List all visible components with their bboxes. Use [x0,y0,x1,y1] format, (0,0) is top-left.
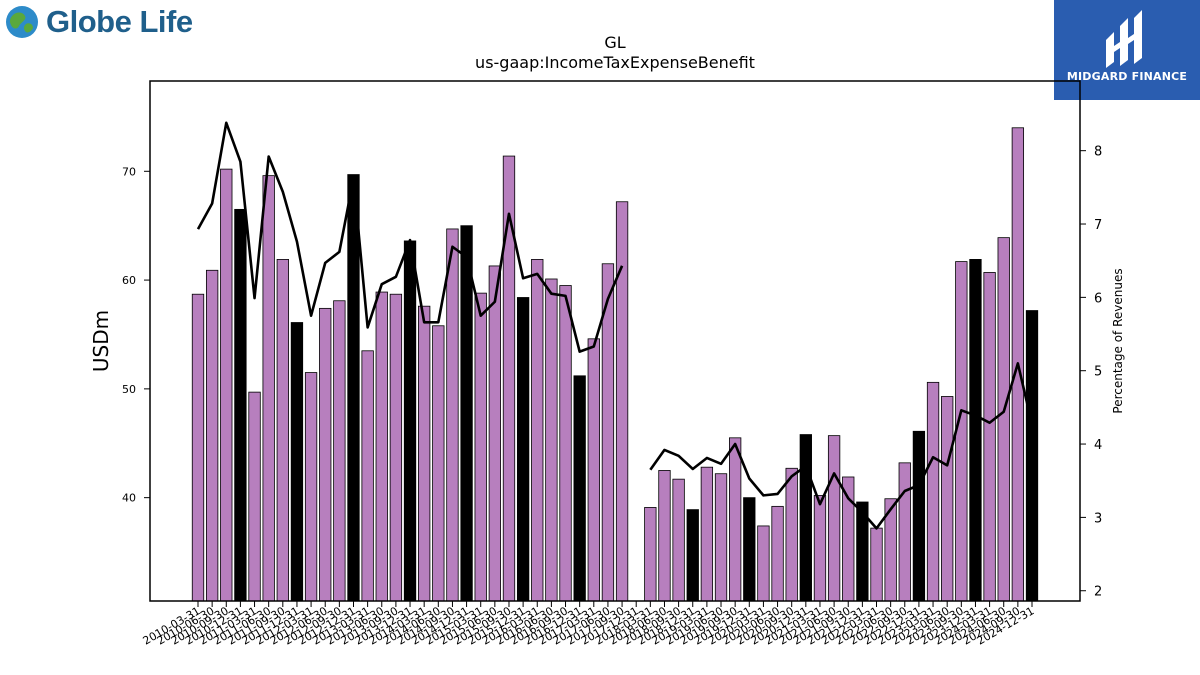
bar-2014-12-31 [460,225,473,602]
bar-2015-06-30 [488,265,502,602]
bar-2015-09-30 [502,155,516,602]
bar-2011-03-31 [248,391,261,602]
bar-2023-12-31 [969,259,982,602]
bar-2023-09-30 [955,261,968,602]
bar-2018-12-31 [686,509,699,602]
bar-2021-09-30 [842,476,855,602]
y2-tick-label: 5 [1094,365,1102,380]
y-axis-right: 2 3 4 5 6 7 8 [1080,145,1102,600]
midgard-finance-logo: MIDGARD FINANCE [1054,0,1200,100]
bar-2019-06-30 [714,473,728,602]
y2-tick-label: 3 [1094,511,1102,526]
bar-2020-06-30 [771,505,784,602]
bar-2011-06-30 [262,175,275,602]
bar-2021-03-31 [813,495,827,602]
bar-2014-09-30 [446,228,459,602]
bar-2012-06-30 [319,307,332,602]
midgard-emblem-icon [1106,10,1142,68]
bar-2015-12-31 [516,297,530,602]
y2-tick-label: 7 [1094,218,1102,233]
bar-2012-12-31 [347,174,360,602]
y-tick-label: 60 [122,274,136,287]
y2-tick-label: 8 [1094,145,1102,160]
bar-2022-09-30 [898,462,911,602]
line-series [196,121,1034,530]
bar-2020-12-31 [799,434,812,602]
bar-2016-12-31 [573,375,586,602]
bar-2018-06-30 [658,470,671,602]
ratio-line-segment-2 [649,362,1034,530]
bar-2023-03-31 [926,381,940,602]
globe-life-logo: Globe Life [4,4,193,40]
bar-series [191,127,1039,602]
bar-2010-03-31 [191,293,205,602]
bar-2022-03-31 [870,527,883,602]
y2-tick-label: 2 [1094,585,1102,600]
bar-2010-09-30 [220,168,233,602]
bar-2014-06-30 [432,325,445,602]
bar-2017-03-31 [587,338,600,602]
y2-tick-label: 4 [1094,438,1102,453]
bar-2020-03-31 [757,525,770,602]
bar-2019-03-31 [700,466,714,602]
y2-tick-label: 6 [1094,291,1102,306]
y-axis-left: 40 50 60 70 [122,165,150,505]
bar-2017-09-30 [615,201,629,602]
bar-2013-06-30 [375,291,388,602]
bar-2023-06-30 [941,396,954,602]
bar-2024-12-31 [1025,310,1039,602]
bar-2014-03-31 [418,305,431,602]
y-tick-label: 70 [122,165,136,178]
right-logo-text: MIDGARD FINANCE [1066,70,1188,83]
bar-2013-09-30 [389,293,403,602]
bar-2016-03-31 [531,259,544,602]
bar-2013-12-31 [403,240,417,602]
bar-2018-09-30 [672,478,685,602]
bar-2020-09-30 [785,467,798,602]
bar-2019-12-31 [743,497,756,602]
bar-2022-12-31 [912,430,926,602]
bar-2024-03-31 [983,272,996,602]
bar-2013-03-31 [361,350,374,602]
bar-2011-09-30 [276,259,289,602]
bar-2024-06-30 [997,237,1010,602]
y-axis-label: USDm [89,310,113,372]
chart-subtitle: us-gaap:IncomeTaxExpenseBenefit [475,53,755,72]
bar-2010-06-30 [205,269,219,602]
bar-2012-09-30 [333,300,346,602]
bar-2011-12-31 [290,322,304,602]
bar-2010-12-31 [234,208,247,602]
x-axis: 2010-03-312010-06-302010-09-302010-12-31… [141,601,1037,648]
bar-2021-06-30 [827,435,841,602]
left-logo-text: Globe Life [46,4,193,39]
y2-axis-label: Percentage of Revenues [1111,268,1125,413]
y-tick-label: 40 [122,492,136,505]
bar-2019-09-30 [729,437,742,602]
bar-2016-09-30 [559,285,572,602]
chart-title: GL [604,33,625,52]
y-tick-label: 50 [122,383,136,396]
globe-icon [6,6,38,38]
bar-2018-03-31 [644,507,657,602]
bar-2015-03-31 [474,292,487,602]
bar-2016-06-30 [545,278,558,602]
plot-frame [149,80,1081,602]
ratio-line-segment-1 [196,121,624,353]
bar-2012-03-31 [304,372,318,602]
